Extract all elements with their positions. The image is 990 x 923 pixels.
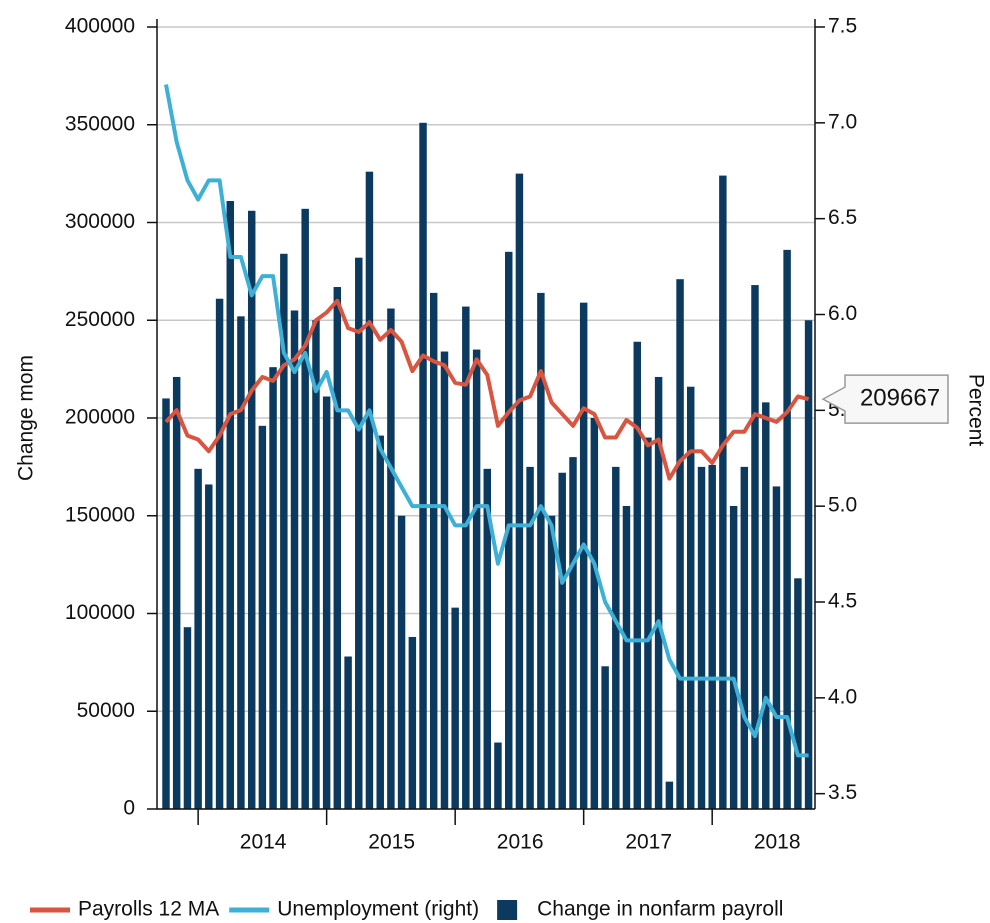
- legend-swatch: [497, 900, 518, 920]
- y2-tick-label: 7.5: [828, 15, 857, 38]
- bar: [472, 349, 481, 809]
- y-tick-label: 350000: [65, 112, 135, 135]
- bar: [226, 200, 234, 809]
- bar: [612, 466, 620, 809]
- bar: [387, 308, 395, 809]
- y2-tick-label: 6.0: [828, 302, 857, 325]
- bar: [162, 398, 170, 809]
- bar: [365, 171, 374, 810]
- bar: [322, 396, 331, 809]
- y-tick-label: 100000: [65, 601, 135, 624]
- x-tick-label: 2017: [625, 831, 672, 854]
- bar: [483, 468, 492, 809]
- line: [164, 84, 809, 758]
- bar: [462, 306, 470, 809]
- bar: [665, 781, 674, 809]
- y-axis-title: Change mom: [15, 355, 38, 481]
- annotation-box: [821, 374, 949, 424]
- bar: [429, 292, 438, 809]
- bar: [569, 457, 577, 809]
- y-tick-label: 50000: [77, 699, 135, 722]
- bar: [526, 466, 534, 809]
- bar: [697, 466, 706, 809]
- y2-tick-label: 3.5: [828, 781, 857, 804]
- bar: [269, 367, 277, 809]
- annotation-label: 209667: [860, 384, 940, 411]
- bar: [419, 122, 427, 810]
- bar: [708, 464, 716, 809]
- bar: [172, 376, 181, 809]
- bar: [247, 210, 256, 809]
- y2-tick-label: 4.5: [828, 590, 857, 613]
- y2-tick-label: 6.5: [828, 206, 857, 229]
- legend-label: Payrolls 12 MA: [78, 898, 219, 921]
- bar: [376, 435, 384, 809]
- y2-tick-label: 7.0: [828, 110, 857, 133]
- y-tick-label: 200000: [65, 406, 135, 429]
- bar: [258, 425, 267, 809]
- bar: [205, 484, 213, 809]
- y2-axis-title: Percent: [964, 374, 987, 447]
- bar: [633, 341, 641, 809]
- bar: [804, 320, 813, 809]
- bar: [644, 437, 652, 809]
- bar: [654, 376, 663, 809]
- y-tick-label: 400000: [65, 15, 135, 38]
- bar: [622, 505, 631, 809]
- bar: [537, 292, 545, 809]
- line: [164, 298, 810, 481]
- bar: [440, 351, 449, 809]
- bar: [280, 253, 288, 809]
- bar: [494, 742, 502, 809]
- bar: [794, 578, 802, 809]
- bar: [408, 636, 417, 809]
- bar: [183, 627, 192, 809]
- bar: [558, 472, 566, 809]
- y2-tick-label: 5.0: [828, 494, 857, 517]
- y-tick-label: 0: [123, 797, 135, 820]
- bar: [601, 666, 609, 809]
- bar: [194, 468, 202, 809]
- y-tick-label: 150000: [65, 503, 135, 526]
- x-tick-label: 2016: [497, 831, 544, 854]
- bar: [515, 173, 524, 809]
- bar: [290, 310, 299, 809]
- bar: [397, 515, 406, 809]
- y-tick-label: 300000: [65, 210, 135, 233]
- bar: [312, 320, 320, 809]
- legend-label: Change in nonfarm payroll: [537, 898, 783, 921]
- bar: [729, 505, 738, 809]
- x-tick-label: 2015: [368, 831, 415, 854]
- legend-label: Unemployment (right): [277, 898, 479, 921]
- bar: [301, 208, 309, 809]
- bar: [451, 607, 459, 809]
- bar: [740, 466, 749, 809]
- bar: [333, 287, 342, 809]
- bar: [590, 418, 599, 809]
- bar: [344, 656, 352, 809]
- bar: [579, 302, 588, 809]
- bar: [772, 486, 781, 809]
- bar: [237, 316, 245, 809]
- bar: [751, 285, 759, 809]
- bar: [719, 175, 727, 809]
- bar: [762, 402, 770, 809]
- y2-tick-label: 4.0: [828, 685, 857, 708]
- y-tick-label: 250000: [65, 308, 135, 331]
- bar: [547, 515, 556, 809]
- bar: [686, 386, 695, 809]
- x-tick-label: 2014: [240, 831, 287, 854]
- bar: [783, 249, 791, 809]
- x-tick-label: 2018: [754, 831, 801, 854]
- bar: [676, 279, 684, 809]
- bar: [215, 298, 224, 809]
- bar: [355, 257, 363, 809]
